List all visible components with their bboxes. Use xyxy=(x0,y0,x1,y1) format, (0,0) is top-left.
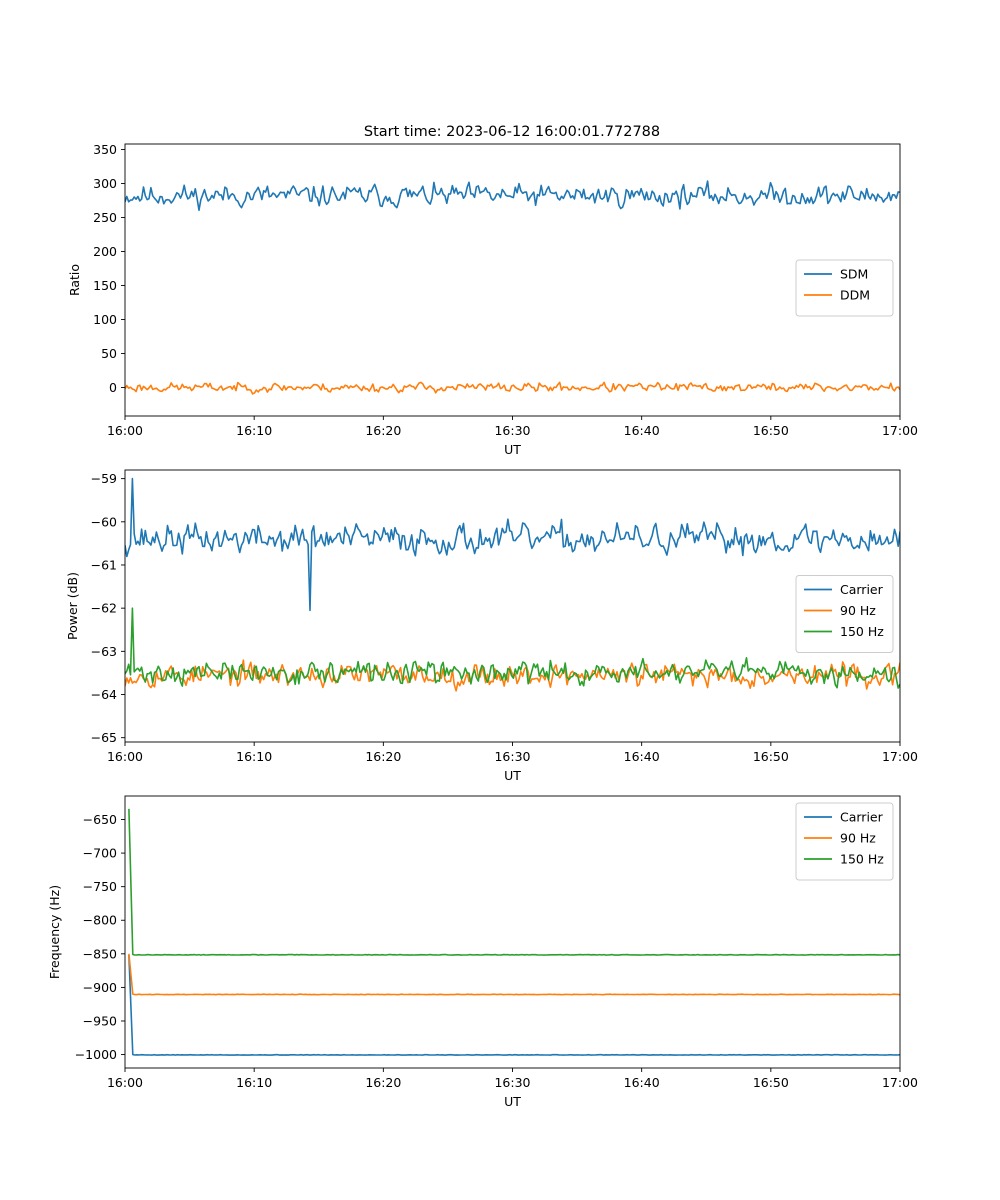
x-tick-label: 16:10 xyxy=(236,749,272,764)
plot-area xyxy=(125,477,900,692)
axes-frame xyxy=(124,143,901,417)
x-tick-label: 16:10 xyxy=(236,1075,272,1090)
y-tick-label: −64 xyxy=(91,687,117,702)
y-tick-label: 250 xyxy=(93,210,117,225)
legend: SDM DDM xyxy=(795,259,894,317)
x-axis-label: UT xyxy=(504,768,521,783)
x-tick-label: 16:20 xyxy=(365,423,401,438)
x-tick-label: 16:20 xyxy=(365,749,401,764)
x-tick-label: 16:20 xyxy=(365,1075,401,1090)
y-tick-label: −1000 xyxy=(75,1047,117,1062)
x-tick-label: 17:00 xyxy=(882,749,918,764)
chart-panel-3: 16:00 16:10 16:20 16:30 16:40 16:50 17:00 −650 −… xyxy=(47,795,918,1109)
y-tick-label: −650 xyxy=(83,812,117,827)
legend-label: 90 Hz xyxy=(840,603,876,618)
y-tick-label: −59 xyxy=(91,471,117,486)
x-tick-label: 16:10 xyxy=(236,423,272,438)
x-tick-label: 16:40 xyxy=(624,1075,660,1090)
x-tick-label: 16:50 xyxy=(753,423,789,438)
x-tick-label: 16:00 xyxy=(107,1075,143,1090)
y-tick-label: −700 xyxy=(83,846,117,861)
legend-label: Carrier xyxy=(840,582,884,597)
y-axis-label: Ratio xyxy=(67,264,82,296)
x-tick-label: 16:30 xyxy=(494,749,530,764)
y-tick-label: −950 xyxy=(83,1013,117,1028)
legend-box xyxy=(795,575,894,653)
axes-frame xyxy=(124,469,901,743)
y-tick-label: 100 xyxy=(93,312,117,327)
series-line-sdm xyxy=(125,180,900,211)
y-tick-label: −62 xyxy=(91,601,117,616)
legend-label: DDM xyxy=(840,288,870,303)
series-line-ddm xyxy=(125,381,900,395)
y-tick-label: −900 xyxy=(83,980,117,995)
x-tick-label: 16:30 xyxy=(494,1075,530,1090)
x-tick-label: 16:50 xyxy=(753,749,789,764)
y-tick-label: −750 xyxy=(83,879,117,894)
y-tick-label: −63 xyxy=(91,644,117,659)
series-line-150-hz xyxy=(125,607,900,689)
x-axis-label: UT xyxy=(504,1094,521,1109)
y-tick-label: 200 xyxy=(93,244,117,259)
figure-title: Start time: 2023-06-12 16:00:01.772788 xyxy=(364,124,660,140)
legend-label: 150 Hz xyxy=(840,624,884,639)
series-line-carrier xyxy=(128,955,900,1056)
legend: Carrier 90 Hz 150 Hz xyxy=(795,802,894,881)
axes-frame xyxy=(124,795,901,1069)
x-tick-label: 17:00 xyxy=(882,1075,918,1090)
y-tick-label: −65 xyxy=(91,730,117,745)
y-axis-label: Frequency (Hz) xyxy=(47,885,62,979)
y-tick-label: −850 xyxy=(83,946,117,961)
x-tick-label: 16:00 xyxy=(107,423,143,438)
y-tick-label: −61 xyxy=(91,557,117,572)
x-axis-label: UT xyxy=(504,442,521,457)
x-tick-label: 16:40 xyxy=(624,749,660,764)
y-tick-label: 0 xyxy=(109,380,117,395)
legend-box xyxy=(795,802,894,881)
x-tick-label: 16:40 xyxy=(624,423,660,438)
chart-panel-2: 16:00 16:10 16:20 16:30 16:40 16:50 17:00 −59 −6… xyxy=(65,469,918,783)
x-tick-label: 17:00 xyxy=(882,423,918,438)
legend-label: SDM xyxy=(840,267,868,282)
x-tick-label: 16:00 xyxy=(107,749,143,764)
x-tick-label: 16:30 xyxy=(494,423,530,438)
legend-label: Carrier xyxy=(840,810,884,825)
y-tick-label: 300 xyxy=(93,176,117,191)
x-tick-label: 16:50 xyxy=(753,1075,789,1090)
y-tick-label: −60 xyxy=(91,514,117,529)
legend-label: 90 Hz xyxy=(840,831,876,846)
legend-label: 150 Hz xyxy=(840,852,884,867)
y-tick-label: 150 xyxy=(93,278,117,293)
plot-area xyxy=(128,808,900,1056)
series-line-150-hz xyxy=(128,808,900,956)
legend: Carrier 90 Hz 150 Hz xyxy=(795,575,894,653)
y-tick-label: 350 xyxy=(93,142,117,157)
chart-panel-1: 16:00 16:10 16:20 16:30 16:40 16:50 17:00 0 50 10… xyxy=(67,142,918,457)
plot-area xyxy=(125,180,900,395)
y-tick-label: −800 xyxy=(83,913,117,928)
y-tick-label: 50 xyxy=(101,346,117,361)
y-axis-label: Power (dB) xyxy=(65,572,80,640)
series-line-90-hz xyxy=(128,953,900,996)
panels: 16:00 16:10 16:20 16:30 16:40 16:50 17:00 0 50 10… xyxy=(47,142,918,1109)
series-line-carrier xyxy=(125,477,900,612)
